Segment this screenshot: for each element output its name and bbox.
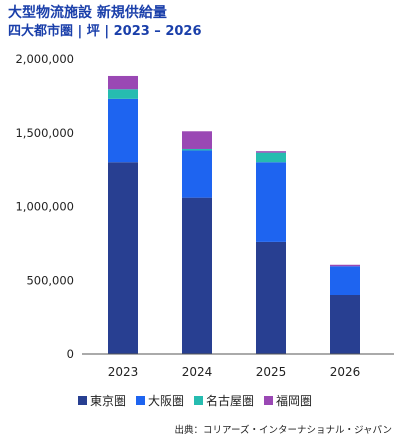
legend-label: 福岡圏 [276, 394, 313, 408]
stacked-bar-chart: 2,000,000 1,500,000 1,000,000 500,000 0 2023… [15, 52, 394, 379]
y-tick-label: 2,000,000 [15, 52, 74, 66]
legend-item: 名古屋圏 [194, 392, 254, 409]
chart-title: 大型物流施設 新規供給量 [8, 5, 167, 21]
legend-label: 大阪圏 [148, 394, 185, 408]
x-tick-label: 2023 [108, 365, 139, 379]
bar-segment-2023-s0 [108, 162, 138, 354]
source-note: 出典：コリアーズ・インターナショナル・ジャパン [174, 425, 392, 436]
y-axis: 2,000,000 1,500,000 1,000,000 500,000 0 [15, 52, 74, 361]
y-tick-label: 0 [67, 347, 74, 361]
bars-group [108, 75, 360, 354]
legend-label: 東京圏 [90, 394, 127, 408]
bar-segment-2025-s3 [256, 151, 286, 153]
chart-title-block: 大型物流施設 新規供給量 四大都市圏 | 坪 | 2023 – 2026 [8, 4, 202, 41]
legend-swatch [264, 396, 274, 405]
bar-segment-2026-s3 [330, 264, 360, 267]
bar-segment-2025-s0 [256, 241, 286, 354]
bar-segment-2024-s3 [182, 131, 212, 149]
legend-swatch [136, 396, 146, 405]
legend: 東京圏 大阪圏 名古屋圏 福岡圏 [78, 392, 312, 409]
legend-item: 大阪圏 [136, 392, 184, 409]
x-axis: 2023 2024 2025 2026 [108, 365, 361, 379]
x-tick-label: 2024 [182, 365, 213, 379]
legend-item: 東京圏 [78, 392, 126, 409]
y-tick-label: 1,000,000 [15, 200, 74, 214]
legend-label: 名古屋圏 [206, 394, 255, 408]
bar-segment-2024-s1 [182, 150, 212, 198]
chart-subtitle: 四大都市圏 | 坪 | 2023 – 2026 [8, 24, 202, 39]
bar-segment-2025-s1 [256, 162, 286, 242]
y-tick-label: 500,000 [26, 273, 74, 287]
x-tick-label: 2025 [256, 365, 287, 379]
legend-swatch [78, 396, 87, 405]
legend-item: 福岡圏 [264, 392, 312, 409]
bar-segment-2026-s0 [330, 295, 360, 354]
bar-segment-2024-s0 [182, 197, 212, 354]
bar-segment-2026-s1 [330, 266, 360, 295]
bar-segment-2023-s2 [108, 89, 138, 99]
bar-segment-2023-s1 [108, 98, 138, 163]
y-tick-label: 1,500,000 [15, 126, 74, 140]
bar-segment-2025-s2 [256, 152, 286, 163]
legend-swatch [194, 396, 204, 405]
bar-segment-2023-s3 [108, 75, 138, 90]
x-tick-label: 2026 [330, 365, 361, 379]
bar-segment-2024-s2 [182, 148, 212, 151]
